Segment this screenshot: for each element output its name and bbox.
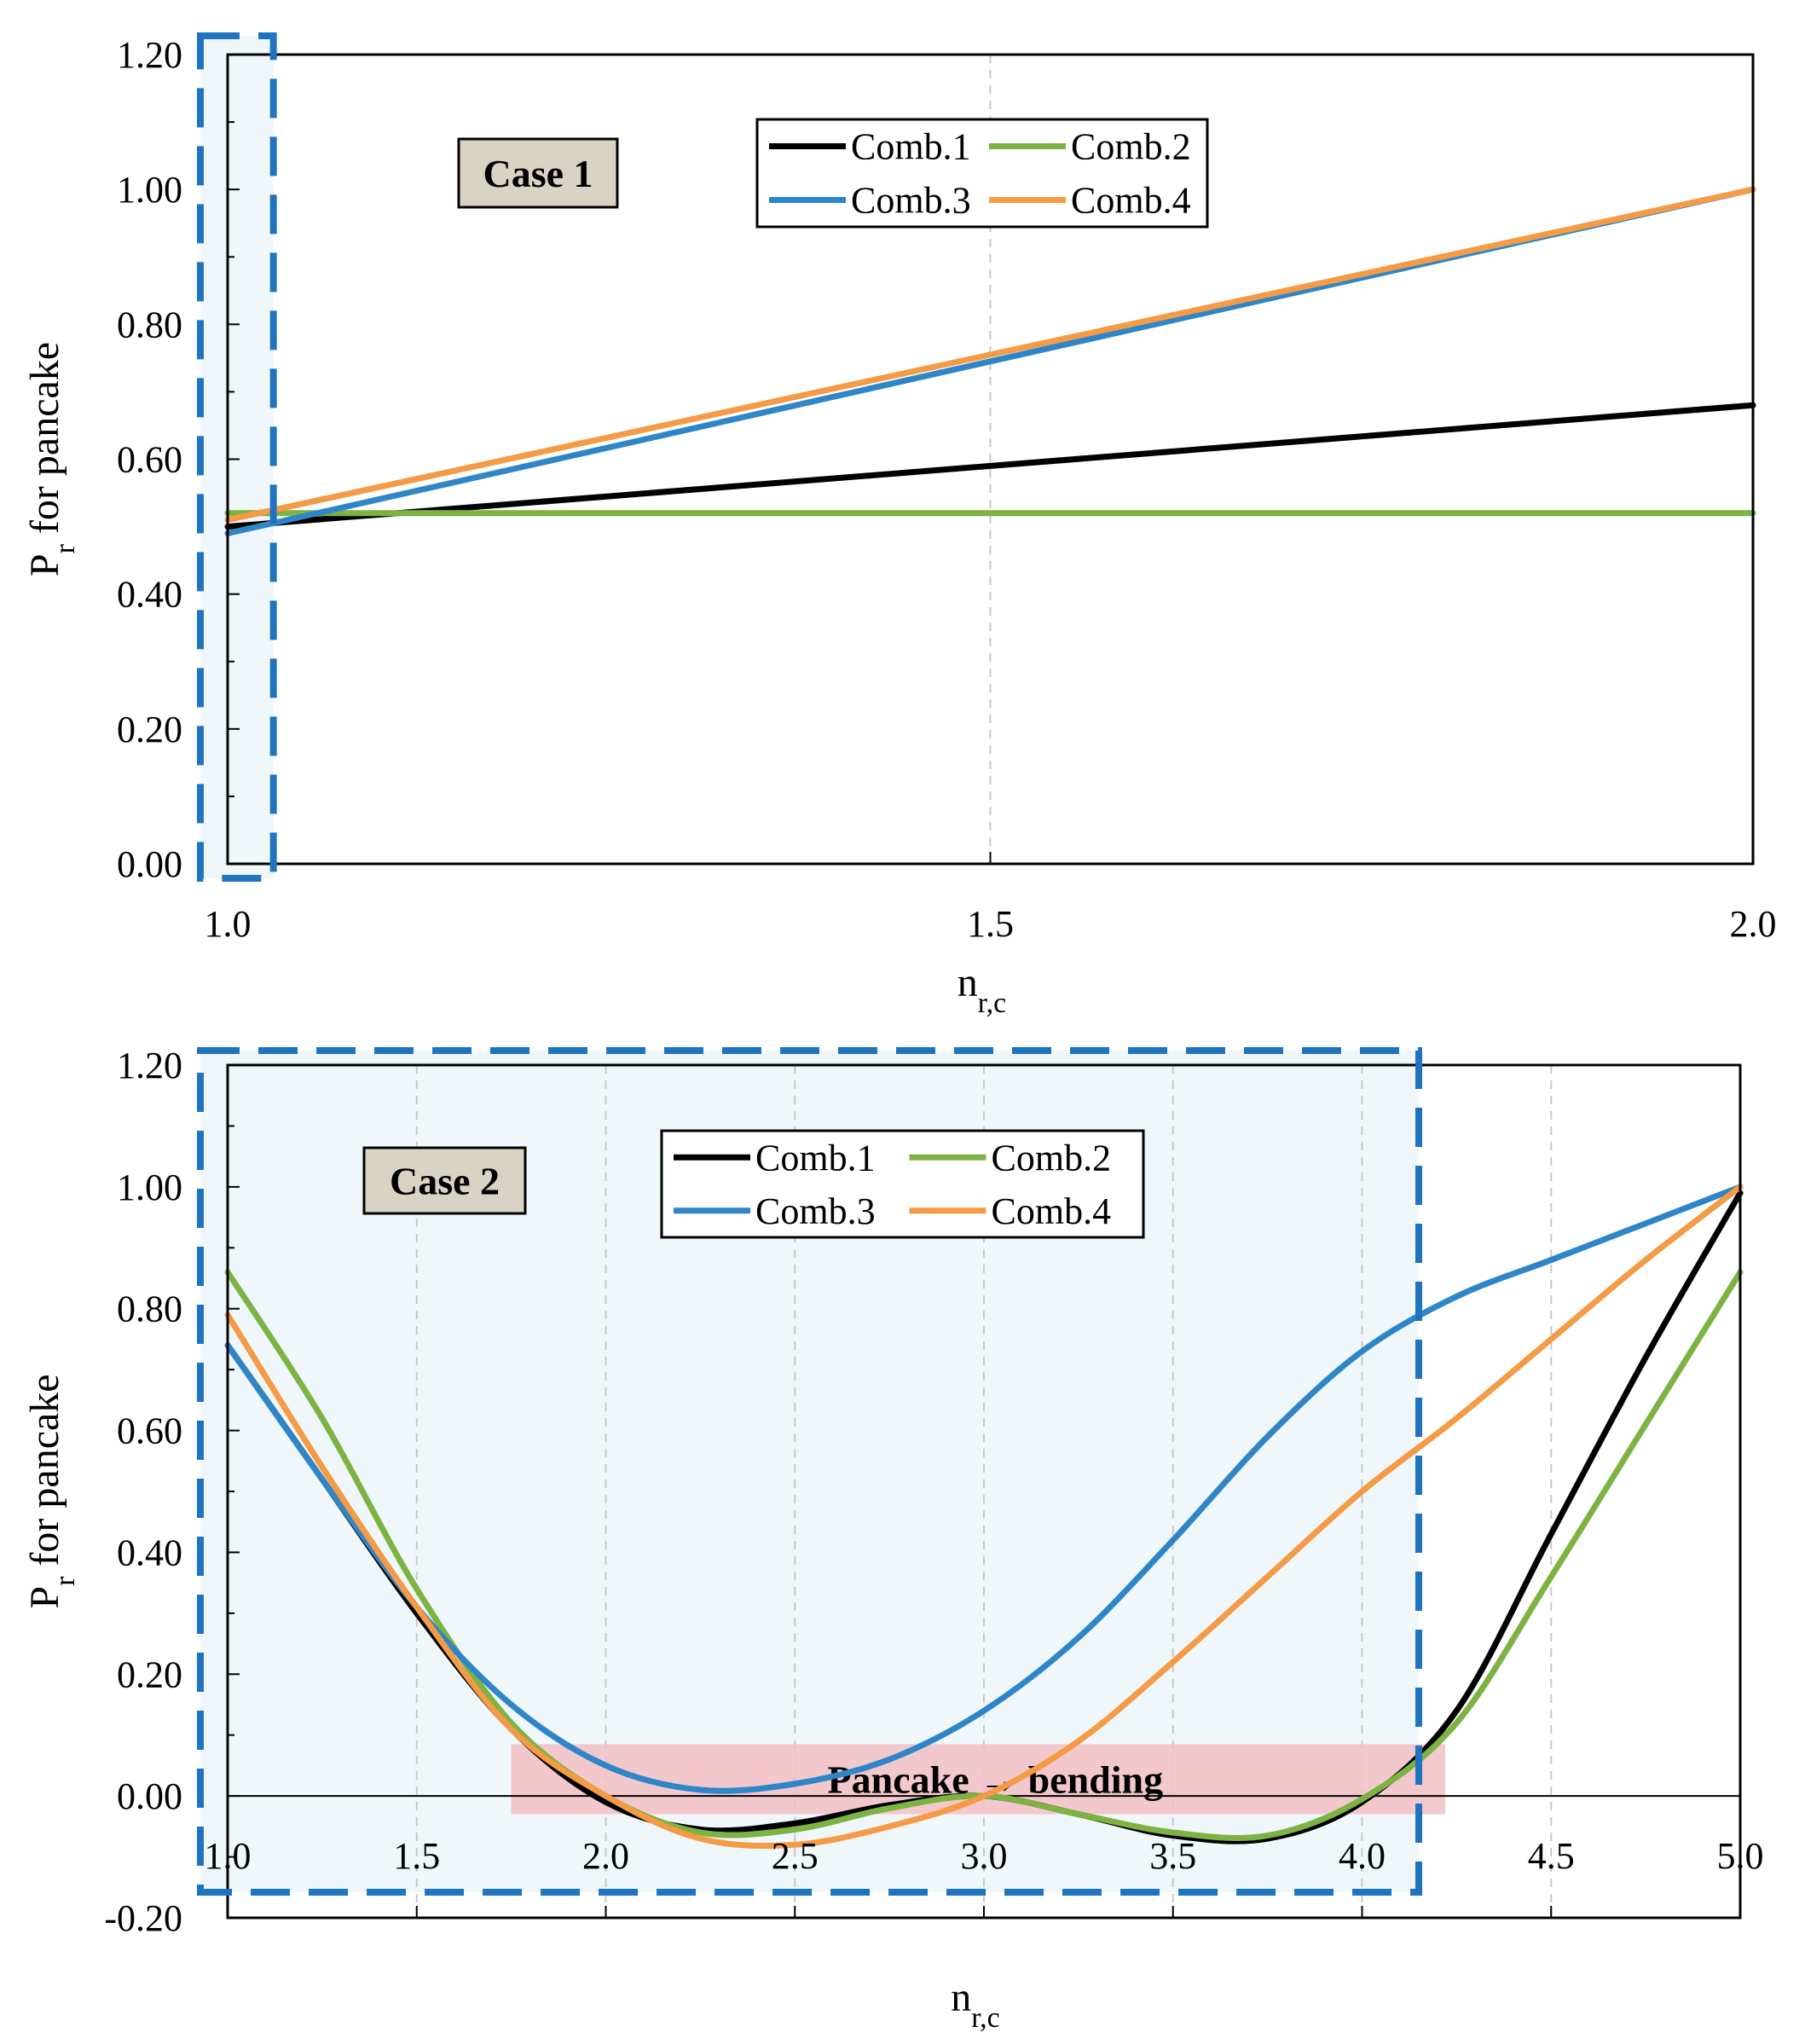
y-axis-label-main: P: [22, 1586, 67, 1609]
y-tick-label: 0.00: [117, 843, 182, 885]
y-tick-label: 0.20: [117, 1653, 182, 1695]
x-tick-label: 2.0: [1730, 903, 1777, 945]
legend: Comb.1 Comb.2 Comb.3 Comb.4: [660, 1129, 1145, 1239]
y-axis-label: Pr for pancake: [22, 1374, 81, 1608]
legend-label-comb3: Comb.3: [851, 180, 971, 222]
x-axis-label: nr,c: [951, 1975, 1000, 2034]
y-tick-label: 1.00: [117, 169, 182, 211]
x-tick-label: 1.0: [205, 903, 252, 945]
legend-label-comb2: Comb.2: [1071, 126, 1191, 168]
x-tick-label: 1.0: [205, 1835, 252, 1877]
highlight-region: [200, 36, 274, 878]
series-line-comb3: [224, 1184, 1744, 1794]
case-label-box: [457, 137, 619, 209]
y-axis-label-sub: r: [49, 1576, 81, 1586]
chart-panel-2: Pancake → bending-0.200.000.200.400.600.…: [22, 1045, 1764, 2034]
y-tick-label: 0.40: [117, 574, 182, 616]
x-axis-label: nr,c: [957, 960, 1007, 1019]
y-tick-label: -0.20: [104, 1897, 182, 1939]
y-axis-label-rest: for pancake: [22, 342, 67, 544]
x-axis-label-sub: r,c: [978, 987, 1007, 1019]
legend-label-comb3: Comb.3: [755, 1190, 876, 1232]
y-tick-label: 0.40: [117, 1532, 182, 1573]
legend-label-comb1: Comb.1: [755, 1137, 876, 1178]
y-axis-label-main: P: [22, 553, 67, 576]
legend-label-comb1: Comb.1: [851, 126, 971, 168]
case-label-box: [362, 1146, 527, 1215]
legend-label-comb4: Comb.4: [992, 1190, 1112, 1232]
y-tick-label: 0.80: [117, 304, 182, 345]
x-tick-label: 1.5: [393, 1835, 440, 1877]
series-line-comb1: [224, 402, 1756, 530]
x-tick-label: 2.0: [582, 1835, 629, 1877]
case-label: Case 2: [390, 1160, 500, 1203]
y-tick-label: 0.60: [117, 1410, 182, 1452]
x-tick-label: 3.0: [961, 1835, 1008, 1877]
y-tick-label: 0.20: [117, 709, 182, 750]
x-axis-label-sub: r,c: [971, 2002, 1000, 2034]
y-tick-label: 0.60: [117, 439, 182, 481]
highlight-border: [197, 1047, 1423, 1896]
x-tick-label: 2.5: [772, 1835, 819, 1877]
chart-panel-1: 0.00 0.20 0.40 0.60 0.80 1.00 1.20 1.0 1.5 2.0 nr,…: [22, 32, 1777, 1019]
y-axis-label-rest: for pancake: [22, 1374, 67, 1576]
pancake-band: [511, 1744, 1446, 1815]
y-tick-label: 1.00: [117, 1167, 182, 1208]
legend-label-comb2: Comb.2: [992, 1137, 1112, 1178]
x-axis-label-main: n: [951, 1975, 971, 2020]
x-tick-label: 3.5: [1149, 1835, 1196, 1877]
y-axis-label-sub: r: [49, 543, 81, 553]
legend-label-comb4: Comb.4: [1071, 180, 1191, 222]
legend: Comb.1 Comb.2 Comb.3 Comb.4: [755, 118, 1209, 229]
y-tick-label: 1.20: [117, 34, 182, 76]
highlight-border: [197, 32, 277, 882]
legend-box: [755, 118, 1209, 229]
x-axis-label-main: n: [957, 960, 978, 1005]
series-line-comb4: [224, 1184, 1744, 1850]
y-axis-label: Pr for pancake: [22, 342, 81, 576]
legend-box: [660, 1129, 1145, 1239]
x-tick-label: 1.5: [967, 903, 1014, 945]
x-tick-label: 4.0: [1339, 1835, 1386, 1877]
y-tick-label: 0.80: [117, 1288, 182, 1330]
case-label: Case 1: [483, 152, 593, 195]
y-tick-label: 0.00: [117, 1775, 182, 1817]
x-tick-label: 4.5: [1528, 1835, 1575, 1877]
series-line-comb4: [224, 186, 1756, 524]
y-tick-label: 1.20: [117, 1045, 182, 1086]
x-tick-label: 5.0: [1717, 1835, 1764, 1877]
